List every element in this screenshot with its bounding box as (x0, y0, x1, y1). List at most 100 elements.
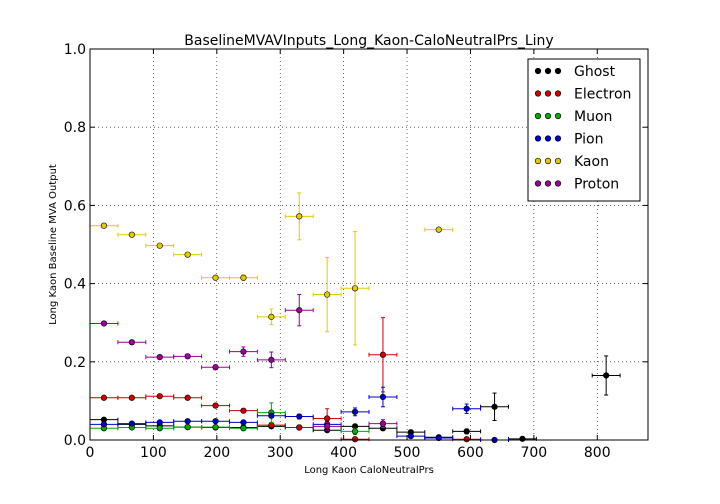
data-point (435, 434, 442, 442)
y-tick-label: 0.4 (64, 277, 86, 293)
data-point (100, 320, 108, 327)
data-point (351, 408, 359, 415)
data-point (379, 420, 387, 427)
legend-entry-proton: Proton (534, 177, 619, 193)
data-point (268, 422, 275, 429)
data-point (184, 251, 191, 258)
legend-label: Ghost (574, 64, 616, 80)
legend-marker (554, 90, 562, 97)
legend-box (527, 58, 641, 202)
legend-entry-pion: Pion (534, 132, 603, 148)
data-point (128, 420, 135, 427)
legend-marker (534, 90, 542, 97)
data-point (268, 313, 275, 320)
data-point (379, 351, 387, 358)
data-point (212, 364, 219, 371)
data-point (324, 415, 331, 422)
y-tick-label: 0.6 (64, 198, 86, 214)
data-point (128, 394, 135, 401)
legend-marker (544, 180, 552, 187)
legend-marker (554, 135, 562, 142)
data-point (268, 356, 275, 363)
legend-label: Proton (574, 177, 619, 193)
legend-label: Muon (574, 109, 612, 125)
data-point (296, 213, 303, 220)
data-point (184, 423, 191, 431)
data-point (296, 413, 303, 420)
data-point (435, 226, 442, 233)
legend-marker (544, 157, 552, 165)
data-point (351, 436, 359, 443)
data-point (156, 354, 163, 361)
data-point (128, 339, 135, 346)
x-tick-label: 500 (394, 445, 421, 461)
data-point (240, 348, 247, 355)
legend-marker (544, 135, 552, 142)
data-point (184, 394, 191, 401)
legend-marker (534, 112, 542, 120)
legend-marker (534, 157, 542, 165)
plot-frame (89, 48, 649, 441)
data-point (100, 421, 108, 428)
legend-marker (554, 112, 562, 120)
legend-label: Electron (574, 87, 631, 103)
x-tick-label: 0 (86, 445, 95, 461)
data-point (324, 423, 331, 430)
legend-label: Pion (574, 132, 603, 148)
legend-marker (554, 157, 562, 165)
data-point (240, 419, 247, 426)
data-point (212, 418, 219, 425)
data-point (240, 274, 247, 281)
legend-entry-kaon: Kaon (534, 154, 609, 170)
series-electron (89, 317, 482, 443)
legend-marker (534, 67, 542, 75)
x-tick-label: 800 (584, 445, 611, 461)
x-tick-label: 400 (330, 445, 357, 461)
data-point (351, 285, 359, 292)
legend-entry-ghost: Ghost (534, 64, 616, 80)
x-tick-label: 100 (140, 445, 167, 461)
x-tick-label: 600 (457, 445, 484, 461)
legend-marker (554, 180, 562, 187)
data-point (463, 405, 470, 412)
y-tick-label: 0.2 (64, 355, 86, 371)
data-point (407, 432, 414, 440)
data-point (240, 407, 247, 414)
data-point (156, 242, 163, 249)
chart-title: BaselineMVAVInputs_Long_Kaon-CaloNeutral… (184, 33, 553, 49)
data-point (100, 222, 108, 229)
data-point (156, 419, 163, 426)
series-kaon (89, 192, 454, 346)
data-point (212, 402, 219, 409)
data-point (519, 435, 526, 442)
legend: Ghost Electron Muon Pion Kaon Proton (527, 58, 641, 202)
data-point (296, 307, 303, 314)
data-point (212, 274, 219, 281)
data-point (268, 412, 275, 419)
data-point (240, 425, 247, 432)
legend-marker (554, 67, 562, 75)
x-tick-label: 200 (203, 445, 230, 461)
x-tick-label: 700 (520, 445, 547, 461)
y-tick-label: 1.0 (64, 42, 86, 58)
data-point (128, 231, 135, 238)
data-point (156, 393, 163, 400)
data-point (324, 291, 331, 298)
x-axis-label: Long Kaon CaloNeutralPrs (304, 465, 434, 476)
y-axis-label: Long Kaon Baseline MVA Output (48, 164, 59, 325)
data-series (89, 192, 621, 444)
data-point (603, 372, 610, 379)
data-point (156, 425, 163, 432)
legend-label: Kaon (574, 154, 609, 170)
x-tick-label: 300 (267, 445, 294, 461)
legend-marker (534, 180, 542, 187)
data-point (463, 436, 470, 443)
legend-marker (544, 112, 552, 120)
data-point (351, 428, 359, 435)
y-tick-label: 0.0 (64, 433, 86, 449)
legend-entry-muon: Muon (534, 109, 612, 125)
data-point (463, 428, 470, 435)
legend-marker (544, 90, 552, 97)
y-tick-label: 0.8 (64, 120, 86, 136)
